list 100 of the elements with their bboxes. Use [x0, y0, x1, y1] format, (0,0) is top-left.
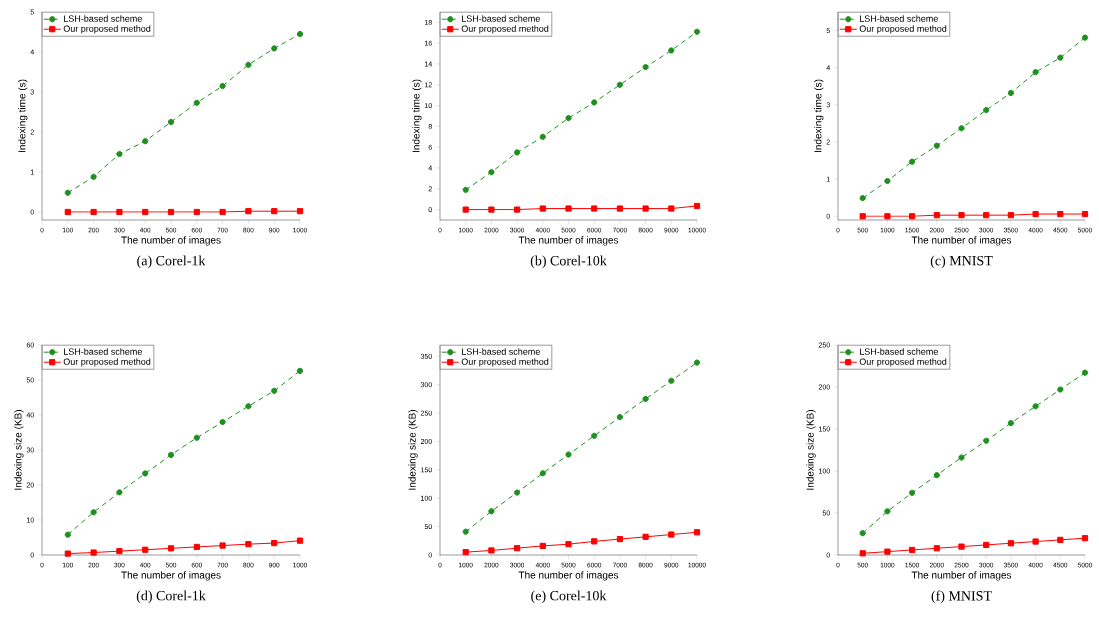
point — [271, 208, 278, 215]
point — [958, 212, 965, 219]
point — [958, 125, 965, 132]
point — [142, 546, 149, 553]
point — [642, 64, 649, 71]
text: (c) MNIST — [930, 255, 993, 269]
point — [983, 212, 990, 219]
point — [116, 208, 123, 216]
point — [668, 531, 675, 538]
point — [909, 546, 916, 554]
point — [462, 528, 469, 535]
point — [1032, 69, 1039, 76]
point — [1007, 540, 1014, 547]
text: (e) Corel-10k — [531, 590, 607, 604]
text: (f) MNIST — [931, 590, 992, 604]
legend-label: LSH-based scheme — [860, 15, 938, 22]
point — [1081, 369, 1089, 376]
point — [909, 158, 916, 165]
point — [933, 142, 940, 149]
legend-label: LSH-based scheme — [462, 15, 540, 22]
point — [933, 472, 940, 479]
point — [116, 548, 123, 555]
legend-label: Our proposed method — [461, 25, 549, 34]
point — [933, 545, 940, 552]
point — [642, 533, 649, 540]
point — [884, 213, 891, 220]
point — [219, 208, 226, 216]
legend-label: Our proposed method — [63, 25, 151, 34]
point — [859, 530, 866, 537]
point — [193, 99, 200, 106]
point — [565, 205, 572, 212]
point — [167, 545, 175, 552]
point — [591, 432, 598, 439]
point — [859, 550, 866, 557]
point — [219, 418, 226, 426]
point — [64, 550, 71, 557]
point — [616, 81, 624, 88]
legend-label: LSH-based scheme — [860, 348, 938, 355]
point — [983, 106, 990, 114]
text: (d) Corel-1k — [136, 590, 206, 604]
point — [693, 529, 701, 536]
y-axis-title: Indexing time (s) — [814, 79, 824, 153]
point — [1007, 89, 1014, 97]
point — [296, 367, 304, 374]
x-axis-title: The number of images — [518, 236, 619, 246]
point — [488, 206, 495, 213]
point — [909, 213, 916, 220]
legend-label: LSH-based scheme — [64, 348, 142, 355]
point — [193, 434, 200, 441]
point — [296, 30, 304, 38]
point — [245, 403, 252, 410]
point — [90, 549, 97, 556]
point — [245, 61, 252, 68]
point — [514, 206, 521, 213]
point — [488, 169, 495, 176]
point — [64, 208, 71, 216]
legend-label: Our proposed method — [63, 358, 151, 367]
point — [591, 205, 598, 212]
text: (a) Corel-1k — [137, 255, 206, 269]
legend-label: Our proposed method — [859, 358, 947, 367]
y-axis-title: Indexing time (s) — [18, 79, 28, 153]
legend-label: Our proposed method — [859, 25, 947, 34]
point — [565, 114, 572, 122]
point — [296, 208, 304, 215]
legend-label: Our proposed method — [461, 358, 549, 367]
point — [983, 437, 990, 444]
point — [668, 205, 675, 212]
point — [668, 47, 675, 54]
point — [514, 489, 521, 496]
point — [514, 545, 521, 552]
point — [565, 451, 572, 458]
point — [142, 208, 149, 216]
x-axis-title: The number of images — [121, 571, 221, 581]
legend-label: LSH-based scheme — [462, 348, 540, 355]
point — [193, 208, 200, 216]
point — [591, 99, 598, 106]
point — [245, 208, 252, 215]
point — [859, 213, 866, 220]
point — [245, 541, 252, 548]
point — [1081, 210, 1089, 218]
point — [958, 454, 965, 461]
point — [1032, 403, 1039, 410]
point — [668, 377, 675, 384]
point — [167, 208, 175, 216]
x-axis-title: The number of images — [911, 236, 1012, 246]
point — [90, 208, 97, 216]
point — [958, 543, 965, 550]
point — [693, 28, 701, 35]
point — [116, 150, 123, 158]
point — [219, 82, 226, 90]
point — [271, 45, 278, 52]
y-axis-title: Indexing size (KB) — [806, 410, 816, 490]
point — [142, 470, 149, 477]
point — [167, 451, 175, 458]
point — [64, 189, 71, 196]
point — [1007, 420, 1014, 427]
point — [642, 395, 649, 403]
point — [514, 149, 521, 156]
point — [693, 359, 701, 366]
y-axis-title: Indexing time (s) — [412, 79, 422, 153]
